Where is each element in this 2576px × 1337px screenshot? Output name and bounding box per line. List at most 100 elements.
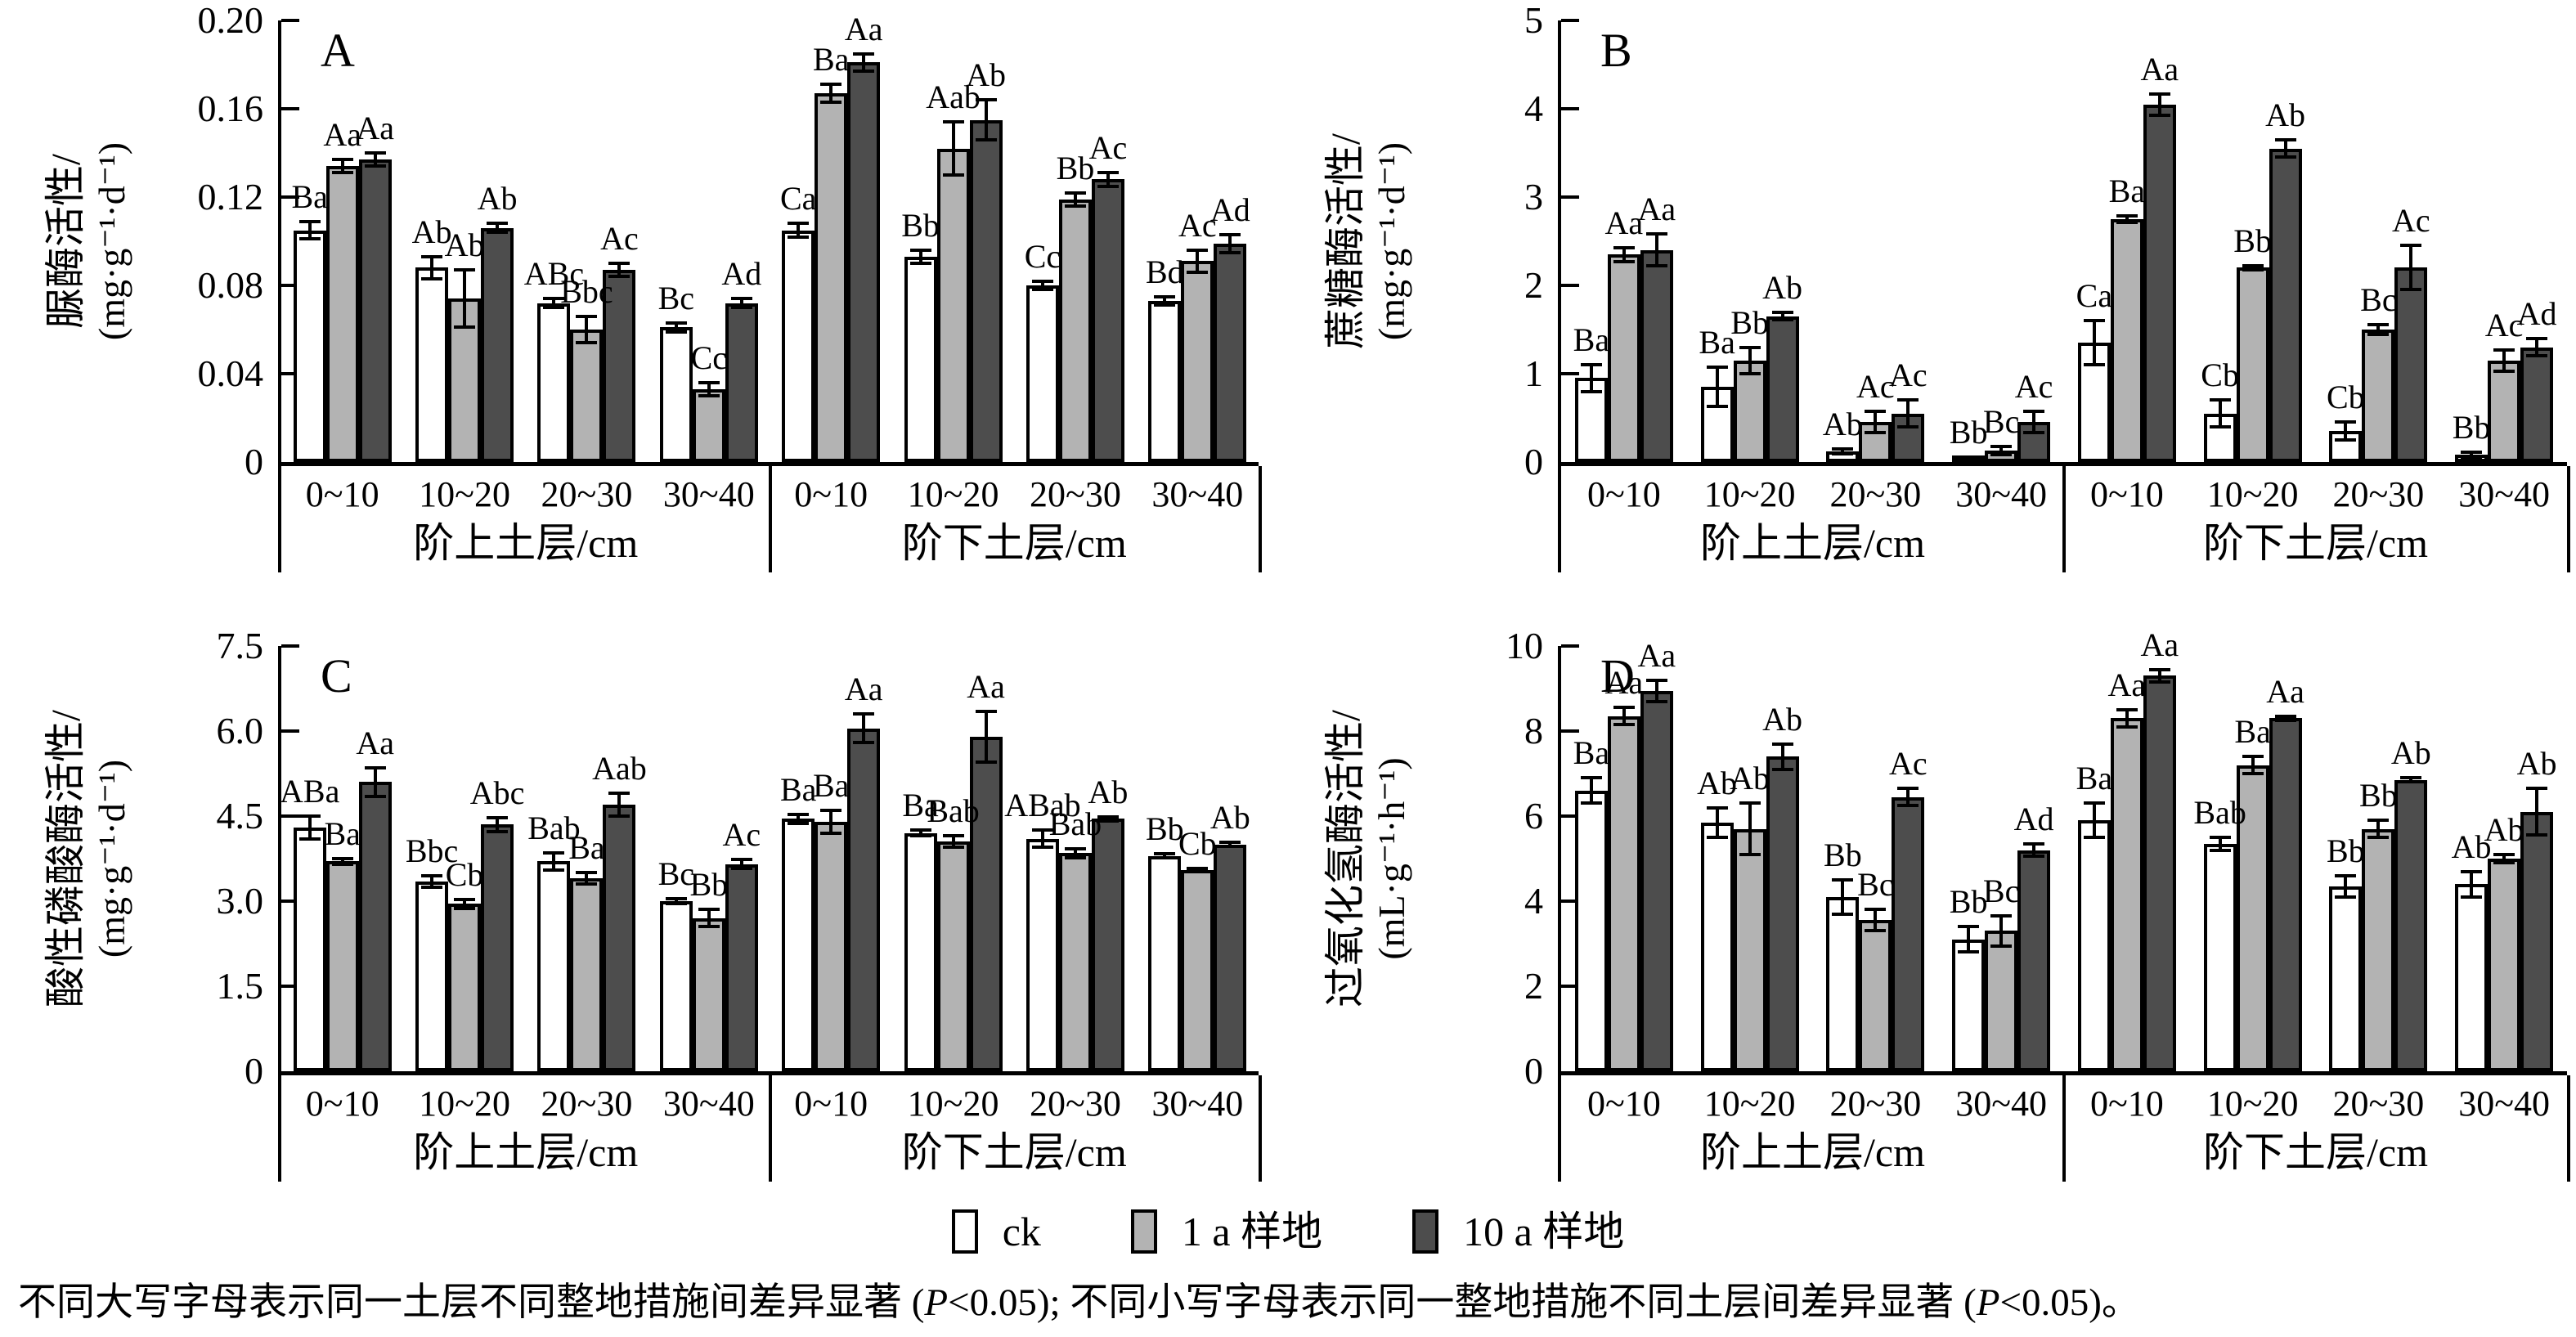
panel-A-plot-area: A Ba Aa Aa Ab Ab Ab ABc Bbc Ac Bc Cc Ad Ca Ba Aa Bb Aab Ab… [278, 11, 1259, 466]
significance-letter: Bab [927, 792, 980, 830]
significance-letter: Bb [2327, 832, 2365, 869]
error-bar-line [2092, 321, 2096, 366]
error-bar-line [2032, 843, 2036, 857]
error-bar-cap-bottom [543, 306, 565, 309]
error-bar-cap-bottom [1771, 318, 1793, 322]
y-axis-title-unit: (mL·g⁻¹·h⁻¹) [1371, 757, 1412, 960]
x-tick-label-depth: 10~20 [1703, 474, 1796, 514]
bar-ck-g5 [782, 819, 815, 1071]
significance-letter: Bb [1824, 837, 1862, 873]
significance-letter: Ac [1088, 129, 1128, 167]
error-bar-cap-bottom [487, 829, 509, 833]
y-axis-tick [1561, 985, 1579, 988]
bar-10a-g5 [2143, 104, 2176, 462]
significance-letter: Ba [1573, 321, 1610, 359]
error-bar-cap-top [1739, 801, 1761, 805]
section-divider-line [2062, 466, 2066, 572]
error-bar-line [585, 316, 589, 343]
error-bar-cap-top [1097, 814, 1119, 819]
significance-letter: Aa [323, 116, 361, 154]
bar-10a-g8 [1214, 243, 1247, 462]
error-bar-cap-top [298, 219, 321, 223]
error-bar-line [1622, 247, 1626, 262]
error-bar-line [918, 249, 922, 263]
y-axis-tick-label: 4.5 [216, 795, 264, 837]
panel-D-plot-area: D Ba Aa Aa Ab Ab Ab Bb Bc Ac Bb Bc Ad Ba Aa Aa Bab Ba Aa Bb… [1558, 626, 2567, 1075]
error-bar-cap-top [942, 120, 964, 124]
error-bar-cap-bottom [2209, 424, 2231, 428]
error-bar-cap-bottom [2526, 354, 2548, 358]
error-bar-cap-top [1187, 248, 1209, 252]
error-bar-line [2125, 710, 2129, 727]
error-bar-cap-top [788, 222, 810, 226]
y-axis-title: 蔗糖酶活性/(mg·g⁻¹·d⁻¹) [1322, 133, 1415, 349]
significance-letter: Aa [967, 667, 1005, 705]
y-axis-tick-label: 0.08 [197, 264, 264, 306]
significance-letter: Ba [291, 177, 328, 215]
significance-letter: Ac [2014, 368, 2053, 406]
x-tick-label-depth: 30~40 [1151, 474, 1244, 514]
x-tick-label-depth: 0~10 [1586, 1084, 1661, 1124]
error-bar-cap-bottom [1580, 389, 1602, 393]
x-tick-label-depth: 30~40 [2458, 474, 2551, 514]
significance-letter: Ca [2076, 277, 2113, 315]
error-bar-cap-top [543, 297, 565, 301]
significance-letter: Ab [1088, 773, 1129, 810]
error-bar-line [552, 853, 556, 870]
error-bar-line [1196, 249, 1200, 272]
bar-1a-g7 [2362, 330, 2395, 462]
bar-1a-g5 [2110, 219, 2143, 462]
section-divider-line [768, 1075, 772, 1182]
error-bar-cap-bottom [576, 882, 598, 886]
error-bar-cap-top [364, 151, 386, 155]
bar-ck-g2 [415, 881, 449, 1071]
error-bar-cap-top [1645, 232, 1667, 236]
y-axis-tick-label: 4 [1524, 880, 1543, 922]
significance-letter: Bc [1982, 402, 2020, 440]
error-bar-line [463, 899, 467, 909]
error-bar-cap-bottom [730, 306, 752, 309]
x-tick-label-depth: 0~10 [794, 1084, 868, 1124]
error-bar-cap-bottom [1990, 944, 2013, 948]
x-tick-label-depth: 0~10 [2089, 474, 2164, 514]
chart-legend: ck 1 a 样地 10 a 样地 [0, 1209, 2576, 1254]
y-axis-tick [1561, 900, 1579, 903]
error-bar-cap-bottom [608, 814, 631, 818]
error-bar-cap-bottom [1580, 801, 1602, 805]
bar-1a-g6 [936, 148, 970, 462]
error-bar-cap-top [730, 858, 752, 862]
error-bar-cap-top [698, 908, 720, 912]
panel-D-letter: D [1600, 649, 1635, 702]
bar-ck-g8 [1148, 300, 1182, 462]
bar-1a-g8 [2488, 360, 2521, 462]
error-bar-cap-top [454, 268, 476, 272]
significance-letter: Bd [1145, 253, 1184, 290]
significance-letter: Bab [2193, 794, 2246, 831]
bar-ck-g8 [2455, 884, 2488, 1071]
y-axis-tick-label: 2 [1524, 264, 1543, 306]
significance-letter: Ac [1856, 368, 1895, 406]
significance-letter: Ab [1730, 760, 1770, 797]
bar-ck-g3 [1826, 896, 1860, 1071]
error-bar-cap-top [1064, 191, 1086, 195]
significance-letter: Abc [469, 774, 525, 812]
error-bar-line [1748, 347, 1752, 374]
error-bar-cap-bottom [2400, 288, 2422, 292]
bar-1a-g5 [815, 93, 848, 462]
error-bar-cap-top [421, 254, 443, 258]
bar-10a-g4 [725, 303, 758, 462]
error-bar-line [373, 768, 377, 796]
error-bar-line [2157, 669, 2161, 683]
significance-letter: Aa [844, 10, 883, 47]
y-axis-tick-label: 6.0 [216, 710, 264, 752]
error-bar-cap-bottom [1832, 452, 1854, 456]
x-tick-label-depth: 30~40 [1955, 474, 2048, 514]
bar-1a-g2 [1733, 360, 1766, 462]
y-axis-title-unit: (mg·g⁻¹·d⁻¹) [1371, 141, 1412, 341]
significance-letter: ABa [280, 773, 340, 810]
error-bar-cap-bottom [2367, 836, 2390, 839]
bar-ck-g7 [2329, 886, 2363, 1071]
error-bar-line [2376, 324, 2381, 335]
significance-letter: Cb [2201, 357, 2239, 394]
y-axis-tick-label: 0 [1524, 441, 1543, 482]
